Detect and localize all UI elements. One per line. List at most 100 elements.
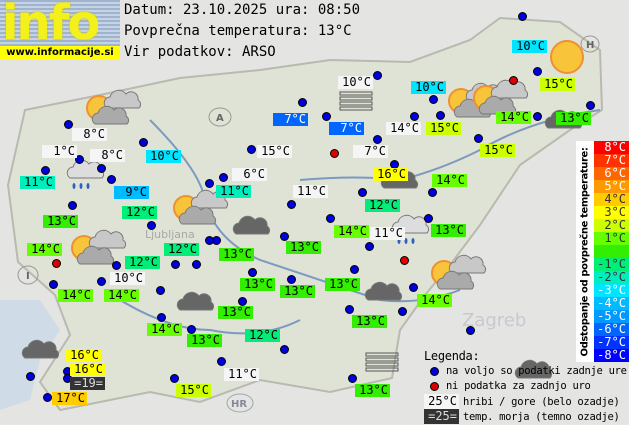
- station-dot[interactable]: [139, 138, 148, 147]
- station-dot[interactable]: [49, 280, 58, 289]
- station-dot[interactable]: [41, 166, 50, 175]
- station-dot[interactable]: [409, 283, 418, 292]
- station-dot[interactable]: [107, 175, 116, 184]
- station-dot[interactable]: [217, 357, 226, 366]
- station-dot[interactable]: [280, 345, 289, 354]
- scale-row: -5°C: [594, 310, 629, 323]
- fog-icon: [339, 91, 373, 111]
- station-dot[interactable]: [248, 268, 257, 277]
- station-dot[interactable]: [238, 297, 247, 306]
- logo-url[interactable]: www.informacije.si: [0, 46, 120, 60]
- station-dot[interactable]: [326, 214, 335, 223]
- temperature-label: 14°C: [104, 289, 139, 302]
- station-dot[interactable]: [429, 95, 438, 104]
- scale-row: 3°C: [594, 206, 629, 219]
- station-dot-missing[interactable]: [52, 259, 61, 268]
- temperature-label: 13°C: [352, 315, 387, 328]
- station-dot[interactable]: [205, 179, 214, 188]
- station-dot[interactable]: [424, 214, 433, 223]
- temperature-label: 14°C: [27, 243, 62, 256]
- station-dot[interactable]: [533, 67, 542, 76]
- station-dot[interactable]: [156, 286, 165, 295]
- station-dot[interactable]: [147, 221, 156, 230]
- temperature-label: 13°C: [431, 224, 466, 237]
- station-dot[interactable]: [287, 200, 296, 209]
- station-dot[interactable]: [436, 111, 445, 120]
- station-dot[interactable]: [157, 313, 166, 322]
- station-dot[interactable]: [348, 374, 357, 383]
- station-dot[interactable]: [287, 275, 296, 284]
- station-dot[interactable]: [586, 101, 595, 110]
- station-dot[interactable]: [97, 164, 106, 173]
- country-label-hr: HR: [231, 399, 247, 410]
- temperature-label: 7°C: [273, 113, 308, 126]
- legend: Legenda: na voljo so podatki zadnje ure …: [424, 349, 627, 424]
- station-dot[interactable]: [474, 134, 483, 143]
- station-dot[interactable]: [373, 135, 382, 144]
- station-dot[interactable]: [280, 232, 289, 241]
- temperature-label: 13°C: [286, 241, 321, 254]
- temperature-label: 16°C: [70, 363, 105, 376]
- temperature-label: 6°C: [232, 168, 267, 181]
- station-dot[interactable]: [410, 112, 419, 121]
- station-dot[interactable]: [345, 305, 354, 314]
- station-dot[interactable]: [170, 374, 179, 383]
- temperature-label: 7°C: [353, 145, 388, 158]
- temperature-label: 9°C: [114, 186, 149, 199]
- station-dot[interactable]: [64, 120, 73, 129]
- station-dot[interactable]: [398, 307, 407, 316]
- river-drava: [299, 109, 601, 182]
- scale-row: 8°C: [594, 141, 629, 154]
- station-dot[interactable]: [322, 112, 331, 121]
- country-marker-h: [580, 35, 600, 53]
- station-dot[interactable]: [97, 277, 106, 286]
- temperature-label: 1°C: [42, 145, 77, 158]
- station-dot[interactable]: [247, 145, 256, 154]
- station-dot[interactable]: [171, 260, 180, 269]
- partly-cloudy-icon: [431, 254, 487, 290]
- station-dot[interactable]: [192, 260, 201, 269]
- scale-row: 1°C: [594, 232, 629, 245]
- station-dot[interactable]: [43, 393, 52, 402]
- data-source-line: Vir podatkov: ARSO: [124, 44, 276, 60]
- station-dot[interactable]: [358, 188, 367, 197]
- station-dot[interactable]: [466, 326, 475, 335]
- station-dot[interactable]: [350, 265, 359, 274]
- legend-mountain-sample: 25°C: [424, 394, 459, 409]
- station-dot[interactable]: [187, 325, 196, 334]
- station-dot[interactable]: [428, 188, 437, 197]
- scale-row: -1°C: [594, 258, 629, 271]
- station-dot[interactable]: [68, 201, 77, 210]
- station-dot-missing[interactable]: [400, 256, 409, 265]
- station-dot[interactable]: [26, 372, 35, 381]
- temperature-label: 8°C: [90, 149, 125, 162]
- legend-title: Legenda:: [424, 349, 480, 363]
- station-dot[interactable]: [75, 155, 84, 164]
- station-dot[interactable]: [205, 236, 214, 245]
- temperature-label: 7°C: [329, 122, 364, 135]
- station-dot[interactable]: [373, 71, 382, 80]
- station-dot[interactable]: [518, 12, 527, 21]
- temperature-label: 14°C: [496, 111, 531, 124]
- station-dot[interactable]: [365, 242, 374, 251]
- legend-sea: temp. morja (temno ozadje): [463, 411, 620, 423]
- temperature-label: 15°C: [176, 384, 211, 397]
- city-label-ljubljana: Ljubljana: [145, 228, 195, 241]
- station-dot[interactable]: [298, 98, 307, 107]
- logo[interactable]: info www.informacije.si: [0, 0, 120, 60]
- station-dot[interactable]: [112, 261, 121, 270]
- station-dot[interactable]: [219, 173, 228, 182]
- logo-text: info: [2, 0, 99, 46]
- temperature-label: 12°C: [245, 329, 280, 342]
- overcast-icon: [21, 339, 60, 359]
- overcast-icon: [176, 291, 215, 311]
- scale-row: -7°C: [594, 336, 629, 349]
- scale-row: -3°C: [594, 284, 629, 297]
- station-dot[interactable]: [533, 112, 542, 121]
- station-dot-missing[interactable]: [330, 149, 339, 158]
- temperature-label: 15°C: [426, 122, 461, 135]
- station-dot-missing[interactable]: [509, 76, 518, 85]
- legend-available: na voljo so podatki zadnje ure: [446, 365, 627, 377]
- legend-sea-sample: =25=: [424, 409, 459, 424]
- average-temperature-line: Povprečna temperatura: 13°C: [124, 23, 352, 39]
